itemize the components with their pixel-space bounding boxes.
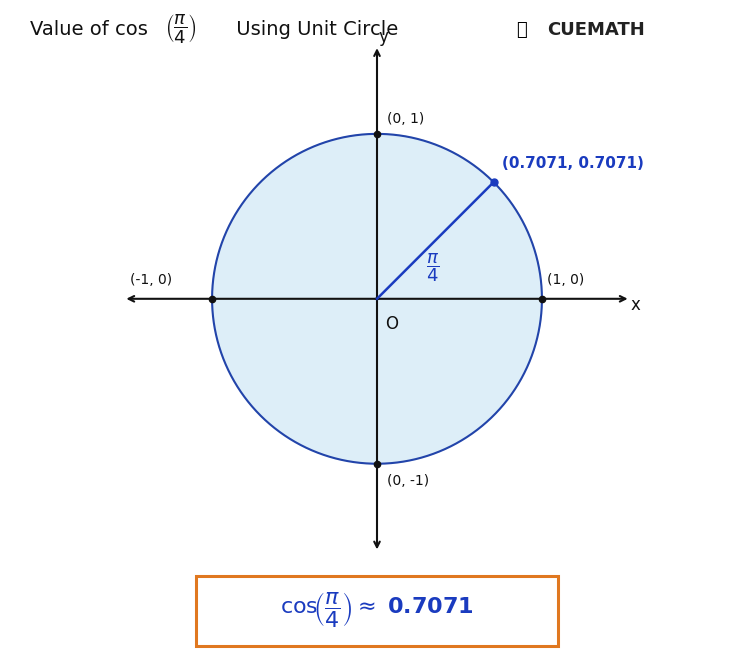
- Text: Using Unit Circle: Using Unit Circle: [230, 21, 398, 39]
- Text: $\dfrac{\pi}{4}$: $\dfrac{\pi}{4}$: [426, 251, 440, 284]
- Text: x: x: [631, 296, 641, 314]
- Text: 🚀: 🚀: [516, 21, 527, 39]
- Text: CUEMATH: CUEMATH: [547, 21, 645, 39]
- Text: (0, -1): (0, -1): [387, 473, 429, 487]
- Text: $\mathrm{cos}\!\left(\dfrac{\pi}{4}\right) \approx\ \mathbf{0.7071}$: $\mathrm{cos}\!\left(\dfrac{\pi}{4}\righ…: [280, 590, 474, 629]
- Text: $\!\left(\dfrac{\pi}{4}\right)\!$: $\!\left(\dfrac{\pi}{4}\right)\!$: [167, 12, 197, 45]
- FancyBboxPatch shape: [196, 576, 558, 646]
- Text: y: y: [379, 29, 388, 46]
- Text: O: O: [385, 315, 398, 333]
- Text: (0, 1): (0, 1): [387, 112, 425, 125]
- Text: Value of cos: Value of cos: [30, 21, 148, 39]
- Text: (-1, 0): (-1, 0): [130, 274, 172, 288]
- Polygon shape: [212, 134, 542, 463]
- Text: (1, 0): (1, 0): [547, 274, 584, 288]
- Text: (0.7071, 0.7071): (0.7071, 0.7071): [502, 155, 644, 171]
